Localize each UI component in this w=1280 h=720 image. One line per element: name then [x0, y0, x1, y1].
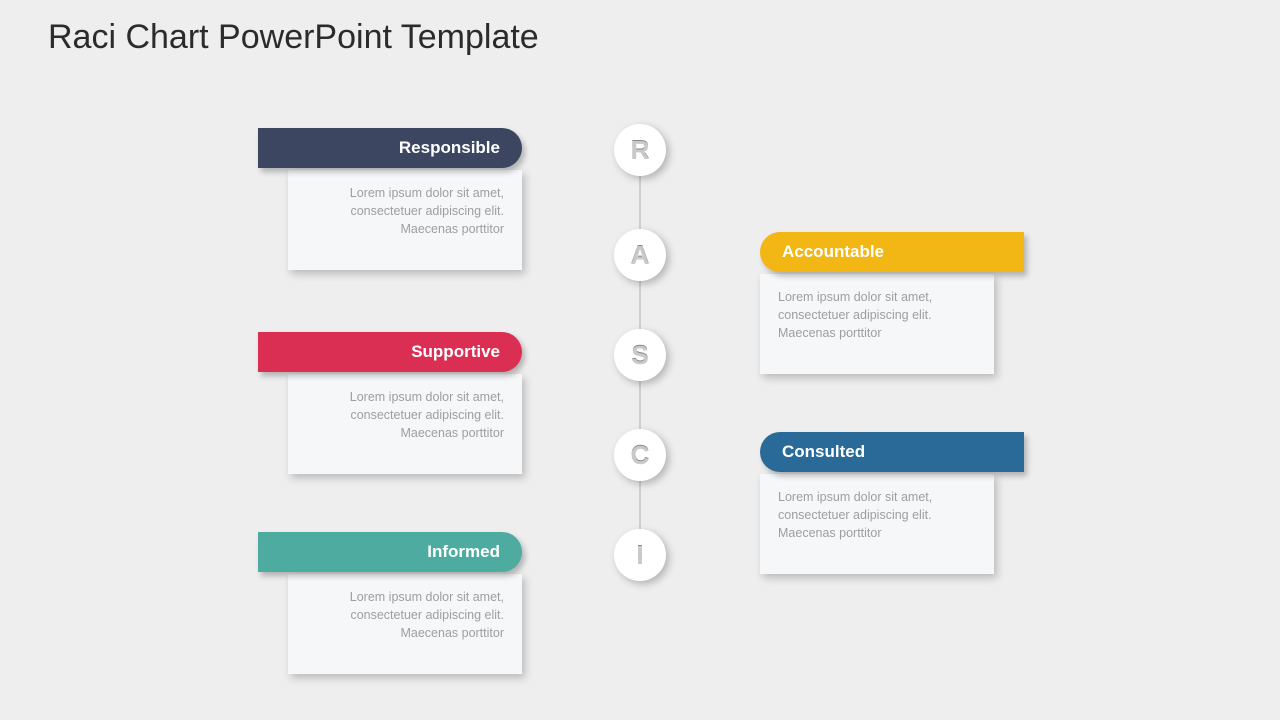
card-body: Lorem ipsum dolor sit amet, consectetuer…: [288, 574, 522, 674]
node-letter: I: [636, 540, 643, 571]
card-header: Accountable: [760, 232, 1024, 272]
node-letter: R: [631, 135, 650, 166]
card-consulted: Consulted Lorem ipsum dolor sit amet, co…: [760, 432, 1024, 574]
page-title: Raci Chart PowerPoint Template: [48, 18, 539, 57]
card-accountable: Accountable Lorem ipsum dolor sit amet, …: [760, 232, 1024, 374]
card-supportive: Supportive Lorem ipsum dolor sit amet, c…: [258, 332, 522, 474]
card-header: Supportive: [258, 332, 522, 372]
node-c: C: [614, 429, 666, 481]
card-body: Lorem ipsum dolor sit amet, consectetuer…: [288, 170, 522, 270]
card-header: Responsible: [258, 128, 522, 168]
node-i: I: [614, 529, 666, 581]
node-letter: C: [631, 440, 650, 471]
card-informed: Informed Lorem ipsum dolor sit amet, con…: [258, 532, 522, 674]
card-body: Lorem ipsum dolor sit amet, consectetuer…: [760, 274, 994, 374]
node-letter: A: [631, 240, 650, 271]
node-s: S: [614, 329, 666, 381]
card-header: Informed: [258, 532, 522, 572]
card-body: Lorem ipsum dolor sit amet, consectetuer…: [288, 374, 522, 474]
node-letter: S: [631, 340, 648, 371]
node-r: R: [614, 124, 666, 176]
card-body: Lorem ipsum dolor sit amet, consectetuer…: [760, 474, 994, 574]
card-header: Consulted: [760, 432, 1024, 472]
node-a: A: [614, 229, 666, 281]
card-responsible: Responsible Lorem ipsum dolor sit amet, …: [258, 128, 522, 270]
